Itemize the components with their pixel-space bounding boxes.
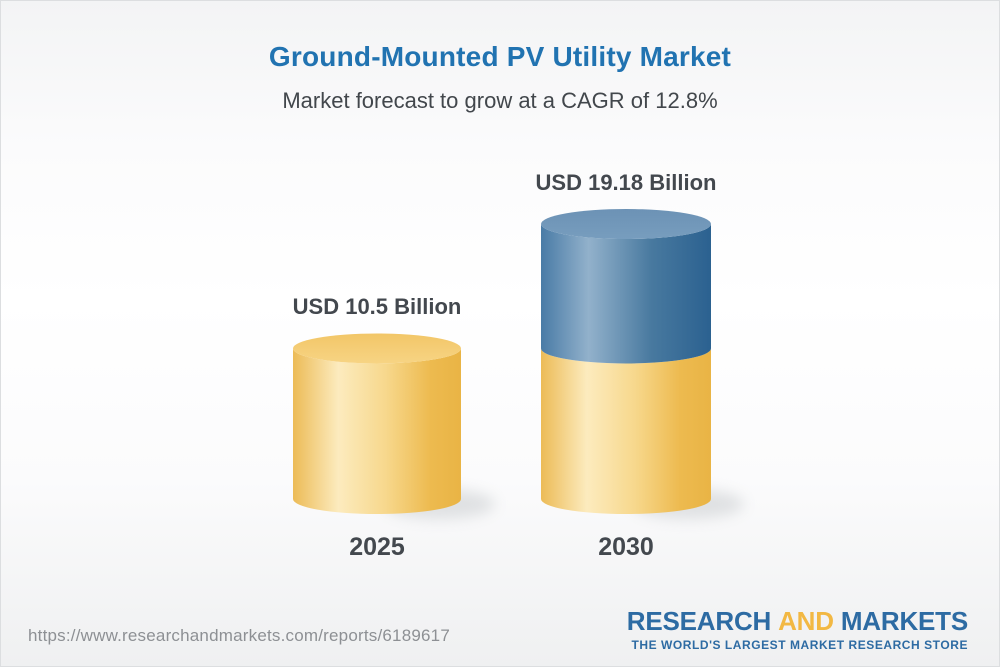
bar-category-label-2025: 2025	[349, 533, 405, 561]
logo-word-markets: MARKETS	[840, 606, 968, 636]
report-url-link[interactable]: https://www.researchandmarkets.com/repor…	[28, 626, 450, 645]
page-title: Ground-Mounted PV Utility Market	[268, 41, 732, 72]
bar-2025-body	[293, 348, 461, 514]
bar-category-label-2030: 2030	[598, 533, 654, 561]
logo-tagline: THE WORLD'S LARGEST MARKET RESEARCH STOR…	[631, 638, 968, 652]
researchandmarkets-logo: RESEARCH AND MARKETS THE WORLD'S LARGEST M…	[627, 608, 968, 652]
bar-value-label-2030: USD 19.18 Billion	[535, 170, 717, 195]
logo-wordmark: RESEARCH AND MARKETS	[627, 608, 968, 634]
bar-2030-top	[541, 209, 711, 239]
logo-word-and: AND	[778, 606, 834, 636]
chart-subtitle: Market forecast to grow at a CAGR of 12.…	[282, 88, 718, 113]
logo-word-research: RESEARCH	[626, 606, 772, 636]
bar-2030-base-segment	[541, 348, 711, 514]
bar-2025-top	[293, 333, 461, 364]
bar-2030-growth-segment	[541, 224, 711, 364]
bar-value-label-2025: USD 10.5 Billion	[292, 294, 462, 320]
